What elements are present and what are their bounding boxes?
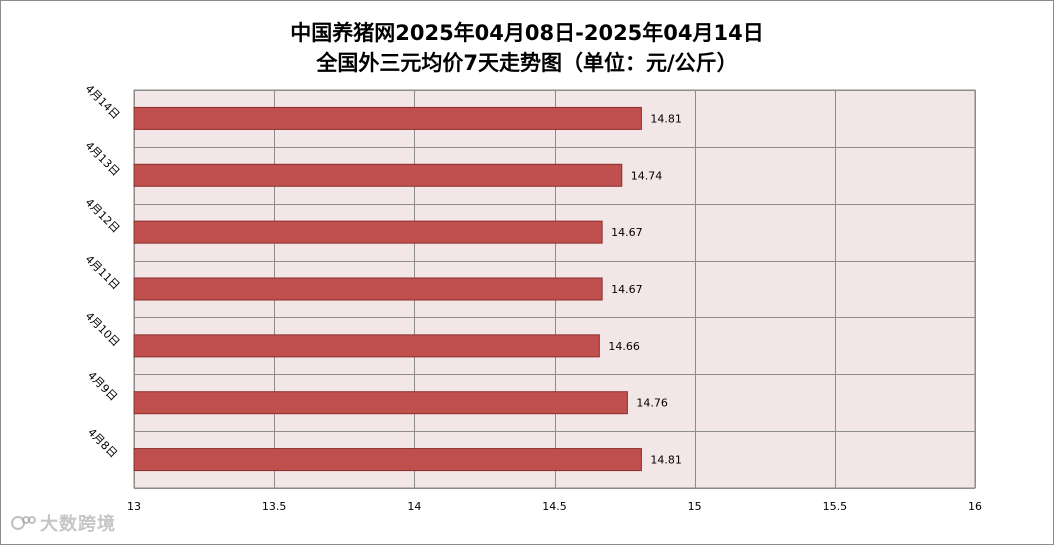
y-tick-label: 4月11日 — [83, 253, 123, 293]
x-tick-label: 15.5 — [823, 500, 848, 513]
bar — [133, 391, 628, 415]
y-tick-label: 4月8日 — [85, 426, 120, 461]
watermark: 大数跨境 — [10, 510, 116, 536]
x-axis-ticks: 13 13.5 14 14.5 15 15.5 16 — [127, 500, 982, 513]
bar — [133, 448, 642, 472]
gridlines — [134, 90, 976, 489]
x-tick-label: 13.5 — [262, 500, 287, 513]
y-axis-ticks: 4月14日 4月13日 4月12日 4月11日 4月10日 4月9日 4月8日 — [83, 82, 123, 460]
data-label: 14.67 — [611, 283, 643, 296]
data-label: 14.76 — [636, 397, 668, 410]
bar — [133, 106, 642, 130]
x-tick-label: 15 — [688, 500, 702, 513]
watermark-text: 大数跨境 — [40, 514, 116, 535]
data-label: 14.81 — [650, 112, 682, 125]
title-line-2: 全国外三元均价7天走势图（单位：元/公斤） — [316, 51, 738, 75]
y-tick-label: 4月13日 — [83, 139, 123, 179]
x-tick-label: 14 — [407, 500, 421, 513]
bar — [133, 334, 600, 358]
x-tick-label: 14.5 — [542, 500, 567, 513]
x-tick-label: 16 — [968, 500, 982, 513]
x-tick-label: 13 — [127, 500, 141, 513]
y-tick-label: 4月14日 — [83, 82, 123, 122]
chart-title: 中国养猪网2025年04月08日-2025年04月14日 全国外三元均价7天走势… — [0, 18, 1054, 78]
bar — [133, 163, 623, 187]
bar — [133, 277, 603, 301]
data-label: 14.74 — [631, 169, 663, 182]
data-label: 14.66 — [608, 340, 640, 353]
y-tick-label: 4月12日 — [83, 196, 123, 236]
watermark-logo-icon — [11, 516, 36, 530]
data-label: 14.67 — [611, 226, 643, 239]
title-line-1: 中国养猪网2025年04月08日-2025年04月14日 — [290, 21, 764, 45]
data-labels: 14.81 14.74 14.67 14.67 14.66 14.76 14.81 — [608, 112, 682, 466]
bars — [133, 106, 642, 472]
data-label: 14.81 — [650, 454, 682, 467]
bar — [133, 220, 603, 244]
y-tick-label: 4月10日 — [83, 310, 123, 350]
y-tick-label: 4月9日 — [85, 369, 120, 404]
